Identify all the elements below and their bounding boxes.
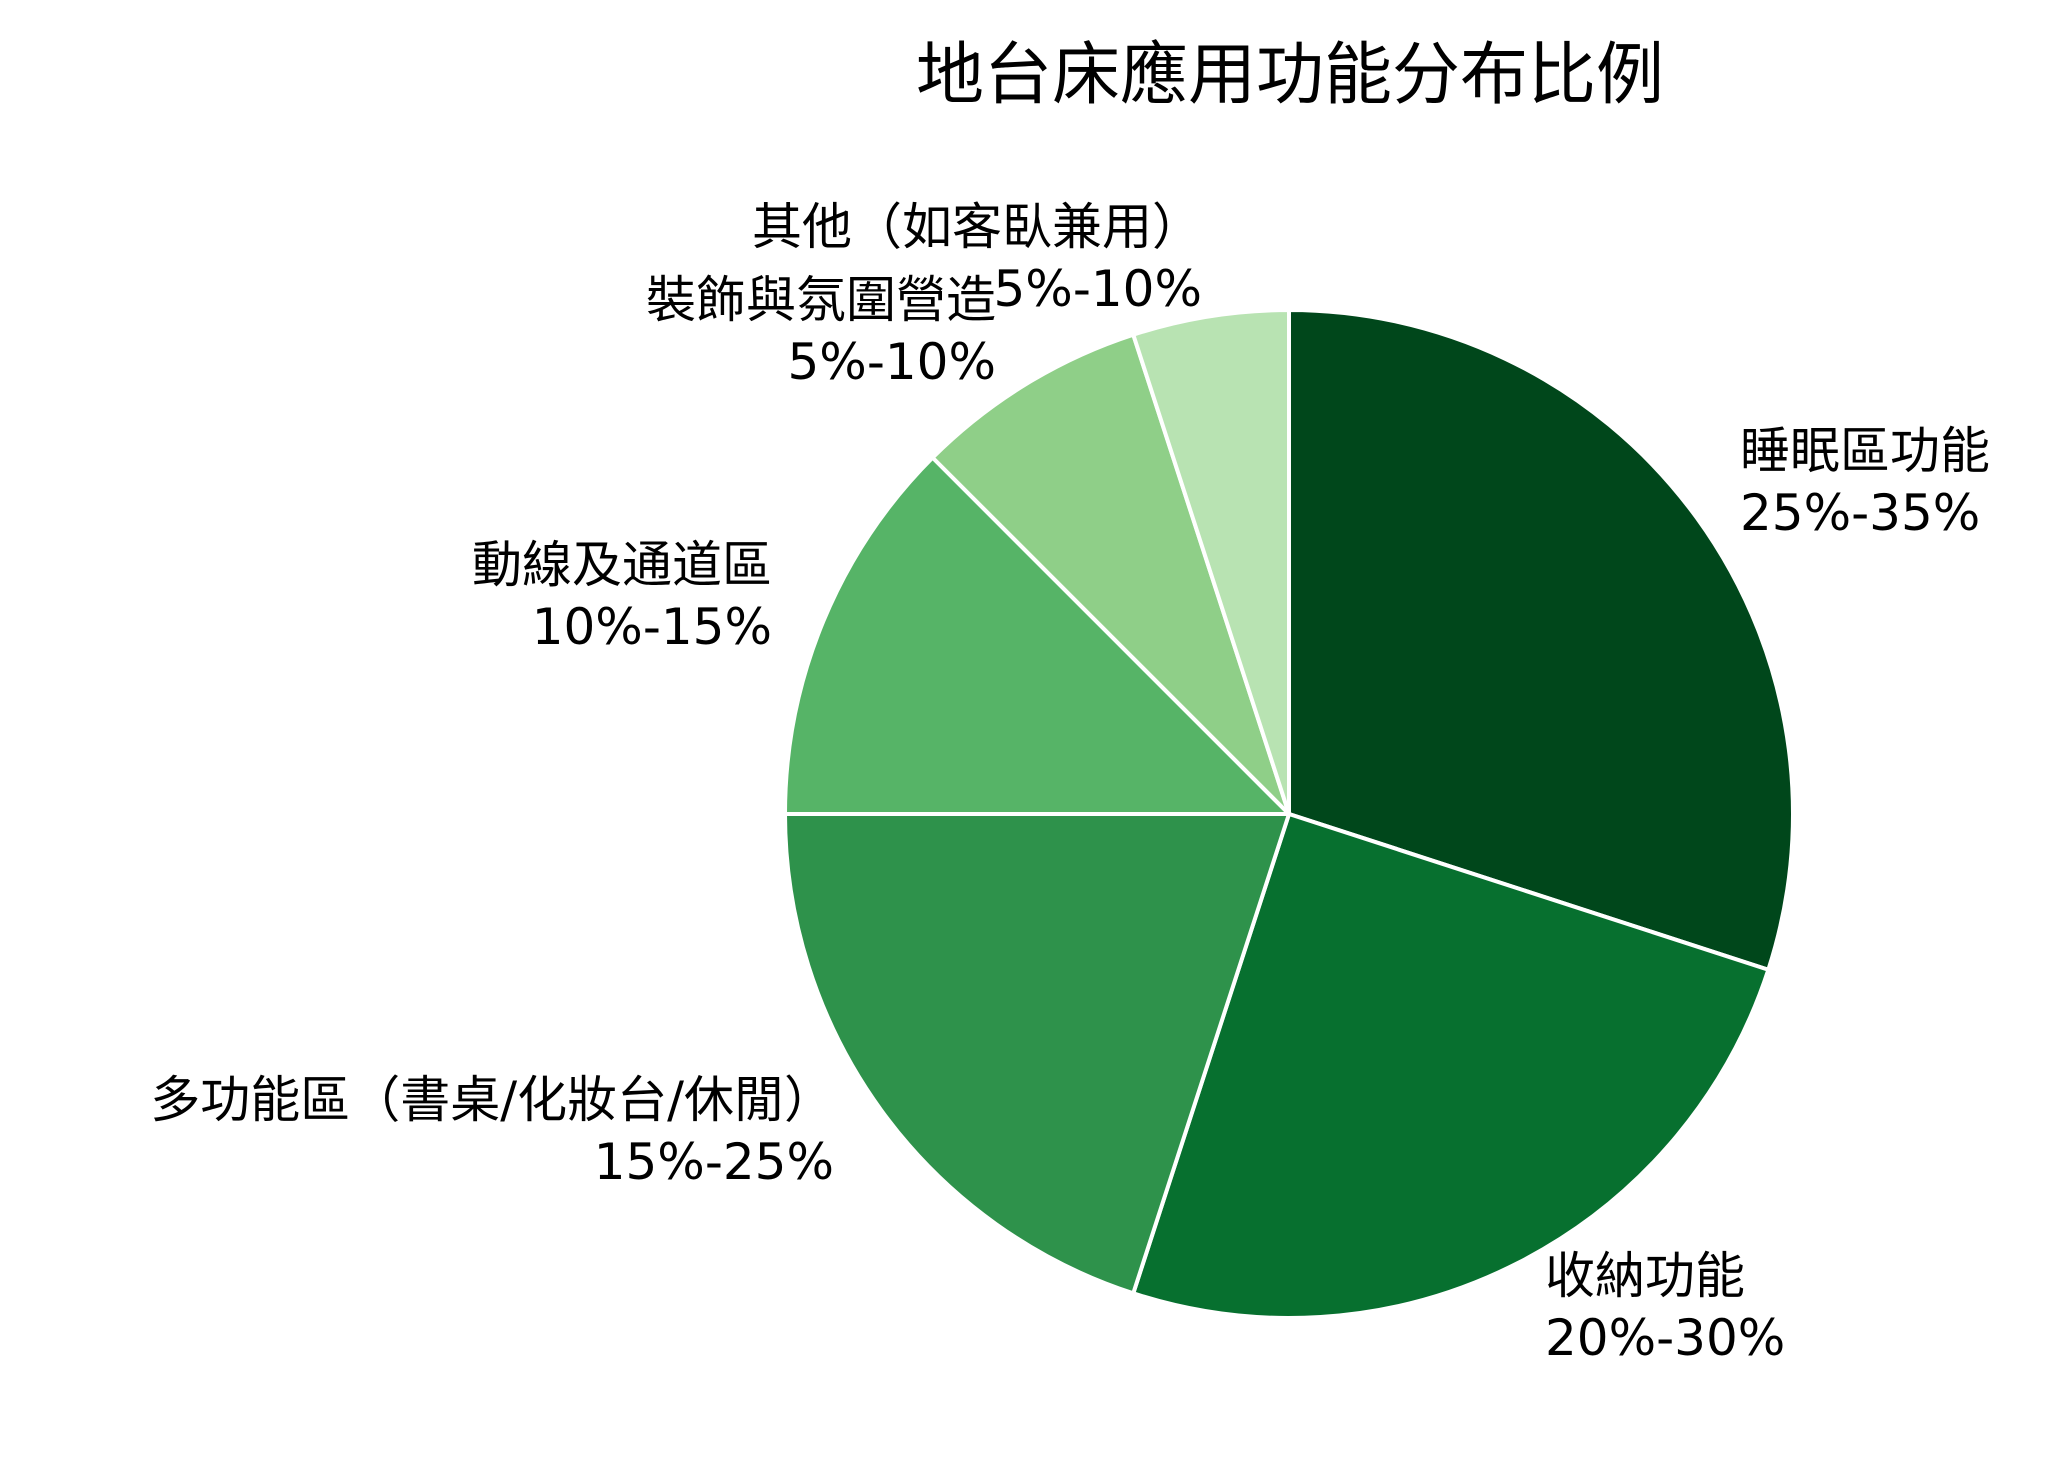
pie-slice <box>1131 812 1771 1320</box>
slice-value-label: 10%-15% <box>532 598 772 656</box>
slice-value-label: 25%-35% <box>1740 484 1980 542</box>
chart-title: 地台床應用功能分布比例 <box>916 36 1664 115</box>
slice-label: 睡眠區功能 <box>1740 422 1990 480</box>
slice-label: 其他（如客臥兼用） <box>752 198 1202 256</box>
slice-value-label: 20%-30% <box>1545 1309 1785 1367</box>
pie-slice <box>783 812 1291 1296</box>
slice-label: 裝飾與氛圍營造 <box>646 271 996 329</box>
slice-value-label: 5%-10% <box>788 333 997 391</box>
pie-slices <box>783 308 1795 1320</box>
pie-slice <box>1287 308 1795 972</box>
slice-label: 收納功能 <box>1545 1247 1745 1305</box>
slice-value-label: 5%-10% <box>994 260 1203 318</box>
slice-value-label: 15%-25% <box>594 1133 834 1191</box>
pie-slice <box>783 455 1291 816</box>
pie-slice <box>930 332 1291 816</box>
slice-label: 多功能區（書桌/化妝台/休閒） <box>150 1071 834 1129</box>
pie-slice <box>1131 308 1291 816</box>
slice-label: 動線及通道區 <box>472 536 772 594</box>
